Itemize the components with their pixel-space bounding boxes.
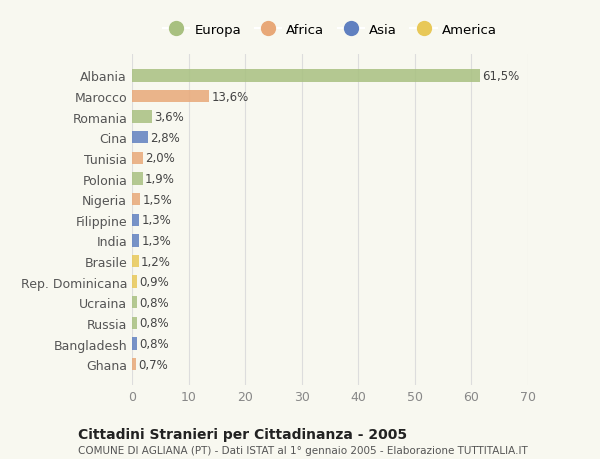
Text: 0,7%: 0,7% [138, 358, 168, 371]
Bar [132, 152, 143, 165]
Bar [132, 214, 139, 226]
Text: 1,2%: 1,2% [141, 255, 171, 268]
Text: 1,9%: 1,9% [145, 173, 175, 185]
Bar [132, 276, 137, 288]
Text: 0,8%: 0,8% [139, 337, 169, 350]
Bar [132, 70, 480, 83]
Text: COMUNE DI AGLIANA (PT) - Dati ISTAT al 1° gennaio 2005 - Elaborazione TUTTITALIA: COMUNE DI AGLIANA (PT) - Dati ISTAT al 1… [78, 445, 528, 455]
Bar [132, 297, 137, 309]
Legend: Europa, Africa, Asia, America: Europa, Africa, Asia, America [158, 19, 502, 42]
Bar [132, 194, 140, 206]
Text: 1,3%: 1,3% [142, 214, 172, 227]
Text: 0,8%: 0,8% [139, 317, 169, 330]
Text: 0,8%: 0,8% [139, 296, 169, 309]
Text: 2,8%: 2,8% [150, 132, 180, 145]
Bar [132, 111, 152, 123]
Text: 1,3%: 1,3% [142, 235, 172, 247]
Bar [132, 338, 137, 350]
Text: 1,5%: 1,5% [143, 193, 172, 206]
Text: 2,0%: 2,0% [146, 152, 175, 165]
Text: 13,6%: 13,6% [211, 90, 248, 103]
Bar [132, 255, 139, 268]
Text: Cittadini Stranieri per Cittadinanza - 2005: Cittadini Stranieri per Cittadinanza - 2… [78, 427, 407, 441]
Bar [132, 173, 143, 185]
Bar [132, 91, 209, 103]
Bar [132, 317, 137, 330]
Text: 0,9%: 0,9% [139, 275, 169, 289]
Bar [132, 235, 139, 247]
Text: 3,6%: 3,6% [155, 111, 184, 124]
Bar [132, 132, 148, 144]
Text: 61,5%: 61,5% [482, 70, 520, 83]
Bar [132, 358, 136, 370]
